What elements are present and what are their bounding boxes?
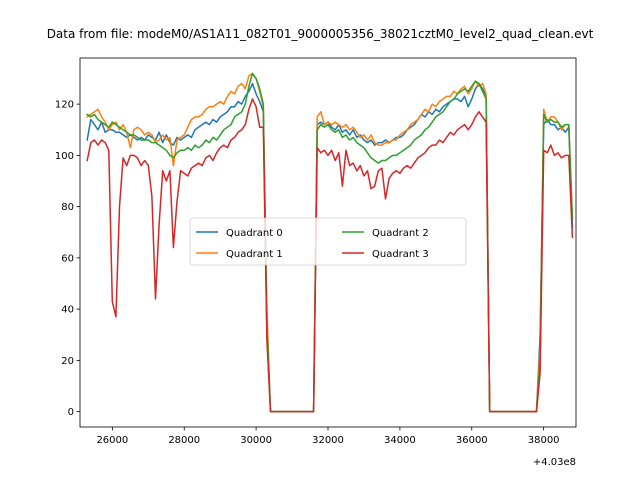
- y-tick-label: 60: [61, 253, 74, 264]
- series-lines: [86, 72, 574, 413]
- axes-frame: [79, 57, 577, 428]
- legend-label-quadrant-2: Quadrant 2: [372, 228, 429, 239]
- x-tick-label: 38000: [528, 435, 560, 446]
- series-line-quadrant-3: [86, 98, 574, 413]
- legend-box: [189, 217, 467, 266]
- legend-label-quadrant-1: Quadrant 1: [226, 249, 283, 260]
- legend-label-quadrant-3: Quadrant 3: [372, 249, 429, 260]
- x-tick-label: 28000: [168, 435, 200, 446]
- x-tick-label: 30000: [240, 435, 272, 446]
- y-tick-label: 0: [68, 407, 74, 418]
- x-offset-label: +4.03e8: [533, 457, 576, 468]
- x-tick-label: 36000: [456, 435, 488, 446]
- x-tick-label: 34000: [384, 435, 416, 446]
- x-tick-label: 32000: [312, 435, 344, 446]
- y-tick-label: 20: [61, 356, 74, 367]
- y-tick-label: 120: [55, 100, 74, 111]
- x-tick-label: 26000: [96, 435, 128, 446]
- y-tick-label: 100: [55, 151, 74, 162]
- y-tick-label: 80: [61, 202, 74, 213]
- chart-title: Data from file: modeM0/AS1A11_082T01_900…: [47, 27, 594, 41]
- series-line-quadrant-2: [86, 72, 574, 413]
- legend-label-quadrant-0: Quadrant 0: [226, 228, 283, 239]
- axis-ticks: 26000 28000 30000 32000 34000 36000 38000 0 20 40…: [55, 100, 560, 446]
- y-tick-label: 40: [61, 305, 74, 316]
- series-line-quadrant-1: [86, 72, 574, 413]
- legend: Quadrant 0 Quadrant 1 Quadrant 2 Quadrant 3: [189, 217, 467, 266]
